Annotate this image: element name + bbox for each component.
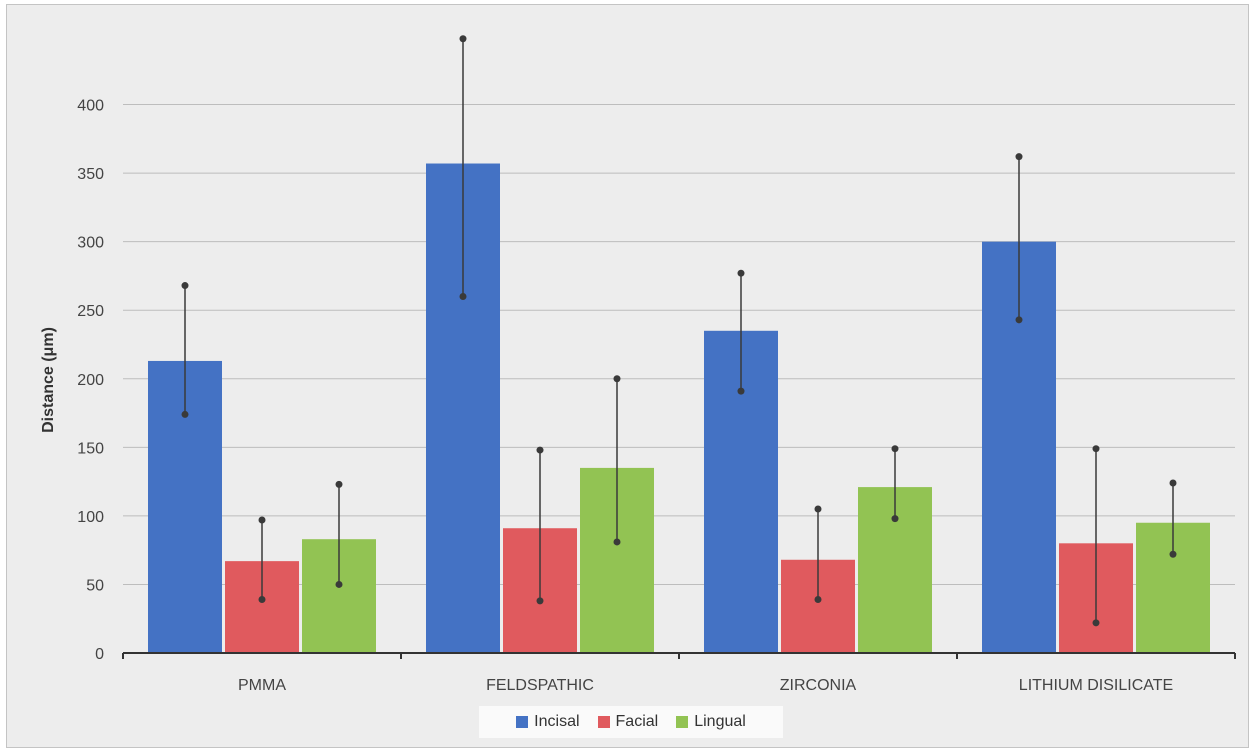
error-bar-cap [737, 269, 745, 277]
error-bar-cap [181, 282, 189, 290]
error-bar-cap [1092, 619, 1100, 627]
y-tick-label: 200 [77, 372, 104, 389]
legend-swatch [597, 716, 610, 728]
error-bar-cap [613, 375, 621, 383]
y-tick-labels: 0 50 100 150 200 250 300 350 400 [77, 98, 104, 663]
error-bar-cap [459, 293, 467, 301]
bars [148, 163, 1210, 653]
error-bar-cap [181, 410, 189, 418]
error-bar-cap [1015, 153, 1023, 161]
x-tick-label: LITHIUM DISILICATE [1019, 677, 1173, 694]
x-tick-label: FELDSPATHIC [486, 677, 594, 694]
error-bar-cap [891, 445, 899, 453]
error-bar-cap [1092, 445, 1100, 453]
error-bar-cap [335, 580, 343, 588]
y-tick-label: 250 [77, 303, 104, 320]
legend-label: Facial [615, 713, 659, 730]
y-tick-label: 0 [95, 646, 104, 663]
y-tick-label: 300 [77, 235, 104, 252]
error-bars [181, 35, 1177, 627]
error-bar-cap [258, 516, 266, 524]
axes [122, 652, 1236, 659]
y-tick-label: 50 [86, 577, 104, 594]
error-bar-cap [814, 505, 822, 513]
error-bar-cap [737, 387, 745, 395]
y-tick-label: 350 [77, 166, 104, 183]
error-bar-cap [258, 596, 266, 604]
error-bar-cap [536, 446, 544, 454]
error-bar-cap [613, 538, 621, 546]
error-bar-cap [1169, 550, 1177, 558]
legend-label: Incisal [534, 713, 580, 730]
legend: Incisal Facial Lingual [479, 706, 783, 738]
error-bar-cap [814, 596, 822, 604]
y-axis-label: Distance (μm) [40, 327, 57, 433]
error-bar-cap [1015, 316, 1023, 324]
legend-swatch [516, 716, 529, 728]
y-tick-label: 400 [77, 98, 104, 115]
legend-label: Lingual [694, 713, 746, 730]
error-bar-cap [891, 515, 899, 523]
error-bar-cap [1169, 479, 1177, 487]
y-tick-label: 150 [77, 440, 104, 457]
error-bar-cap [459, 35, 467, 43]
error-bar-cap [536, 597, 544, 605]
x-tick-label: PMMA [238, 677, 286, 694]
legend-item-incisal: Incisal [516, 713, 580, 731]
legend-item-lingual: Lingual [676, 713, 746, 731]
legend-item-facial: Facial [597, 713, 659, 731]
x-tick-label: ZIRCONIA [780, 677, 857, 694]
error-bar-cap [335, 480, 343, 488]
legend-swatch [676, 716, 689, 728]
y-tick-label: 100 [77, 509, 104, 526]
x-tick-labels: PMMA FELDSPATHIC ZIRCONIA LITHIUM DISILICAT… [238, 677, 1173, 694]
gridlines [123, 104, 1235, 585]
